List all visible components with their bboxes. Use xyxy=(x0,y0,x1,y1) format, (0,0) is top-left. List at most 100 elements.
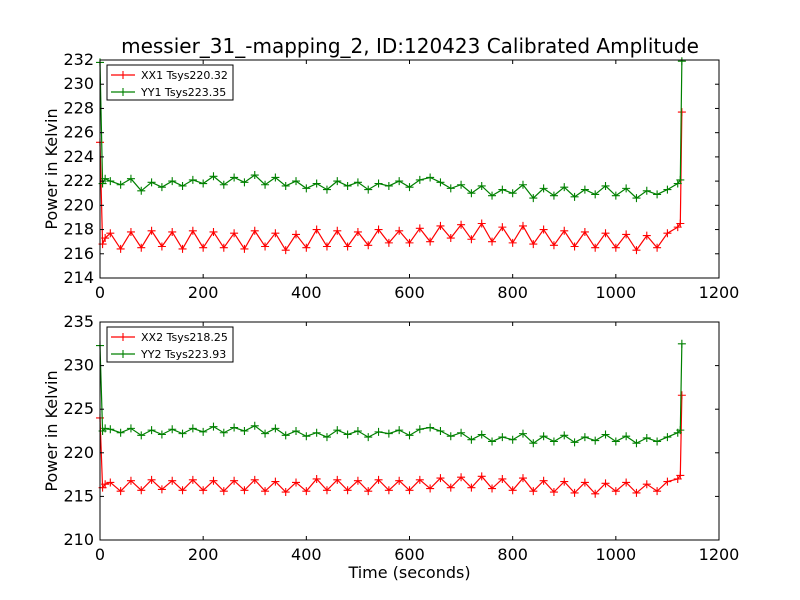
series-1-point xyxy=(677,57,686,66)
series-0-point xyxy=(333,475,342,484)
series-1-point xyxy=(302,432,311,441)
series-0-point xyxy=(488,484,497,493)
series-1-point xyxy=(281,181,290,190)
series-0-point xyxy=(529,240,538,249)
series-0-point xyxy=(663,477,672,486)
series-0-point xyxy=(178,486,187,495)
series-0-point xyxy=(539,225,548,234)
series-1-point xyxy=(457,180,466,189)
series-1-point xyxy=(591,190,600,199)
series-1-point xyxy=(446,184,455,193)
series-1-point xyxy=(632,439,641,448)
x-tick-label: 0 xyxy=(95,545,105,564)
y-tick-label: 220 xyxy=(63,443,94,462)
series-0-point xyxy=(622,478,631,487)
series-0-point xyxy=(343,486,352,495)
series-0-point xyxy=(353,227,362,236)
series-0-point xyxy=(240,244,249,253)
x-tick-label: 1000 xyxy=(595,545,636,564)
series-0-point xyxy=(250,226,259,235)
series-0-point xyxy=(364,487,373,496)
series-1-point xyxy=(178,181,187,190)
series-0-point xyxy=(405,238,414,247)
series-0-point xyxy=(580,227,589,236)
series-1-point xyxy=(240,178,249,187)
y-tick-label: 214 xyxy=(63,268,94,287)
series-0-point xyxy=(508,486,517,495)
series-1-point xyxy=(178,429,187,438)
series-0-point xyxy=(549,241,558,250)
series-0-point xyxy=(677,391,686,400)
series-1-point xyxy=(147,178,156,187)
series-0-point xyxy=(405,486,414,495)
y-tick-label: 225 xyxy=(63,399,94,418)
x-tick-label: 400 xyxy=(291,545,322,564)
y-tick-label: 220 xyxy=(63,195,94,214)
series-1-point xyxy=(529,194,538,203)
series-1-point xyxy=(622,184,631,193)
series-0-point xyxy=(642,480,651,489)
series-1-point xyxy=(157,430,166,439)
legend-marker-0 xyxy=(119,333,127,341)
series-0-point xyxy=(580,478,589,487)
series-1-point xyxy=(601,181,610,190)
series-1-point xyxy=(333,177,342,186)
series-0-point xyxy=(292,230,301,239)
series-0-point xyxy=(322,242,331,251)
series-1-point xyxy=(611,191,620,200)
series-1-point xyxy=(157,183,166,192)
series-1-point xyxy=(374,179,383,188)
x-tick-label: 1000 xyxy=(595,283,636,302)
series-1-point xyxy=(271,173,280,182)
y-axis-label: Power in Kelvin xyxy=(42,370,61,491)
series-0-point xyxy=(343,242,352,251)
series-1-point xyxy=(322,185,331,194)
series-0-point xyxy=(663,229,672,238)
series-0-point xyxy=(157,242,166,251)
series-0-point xyxy=(312,225,321,234)
series-0-point xyxy=(415,475,424,484)
series-0-point xyxy=(230,229,239,238)
series-0-point xyxy=(116,487,125,496)
series-1-point xyxy=(591,436,600,445)
series-1-point xyxy=(343,430,352,439)
series-1-point xyxy=(549,191,558,200)
series-1-point xyxy=(219,180,228,189)
legend-label-0: XX2 Tsys218.25 xyxy=(141,331,228,344)
series-0-point xyxy=(498,474,507,483)
series-0-point xyxy=(676,471,685,480)
series-1-point xyxy=(230,173,239,182)
series-1-point xyxy=(415,175,424,184)
series-0-point xyxy=(498,223,507,232)
series-1-point xyxy=(250,171,259,180)
series-1-point xyxy=(642,433,651,442)
series-0-point xyxy=(126,476,135,485)
series-1-point xyxy=(199,427,208,436)
series-1-point xyxy=(580,185,589,194)
series-0-point xyxy=(116,244,125,253)
series-0-point xyxy=(219,487,228,496)
series-1-point xyxy=(663,185,672,194)
series-1-point xyxy=(353,178,362,187)
series-0-point xyxy=(261,487,270,496)
series-0-point xyxy=(653,487,662,496)
series-0-point xyxy=(477,472,486,481)
series-0-point xyxy=(261,242,270,251)
legend-box xyxy=(106,64,234,101)
series-1-point xyxy=(209,172,218,181)
series-0-point xyxy=(549,488,558,497)
series-1-point xyxy=(488,191,497,200)
series-0-point xyxy=(601,479,610,488)
series-0-point xyxy=(560,226,569,235)
series-1-point xyxy=(168,425,177,434)
series-1-point xyxy=(539,184,548,193)
series-1-point xyxy=(653,437,662,446)
x-tick-label: 200 xyxy=(188,283,219,302)
series-1-point xyxy=(529,439,538,448)
series-1-point xyxy=(518,180,527,189)
series-0-point xyxy=(101,480,110,489)
y-tick-label: 226 xyxy=(63,123,94,142)
series-1-point xyxy=(333,426,342,435)
series-0-point xyxy=(477,219,486,228)
